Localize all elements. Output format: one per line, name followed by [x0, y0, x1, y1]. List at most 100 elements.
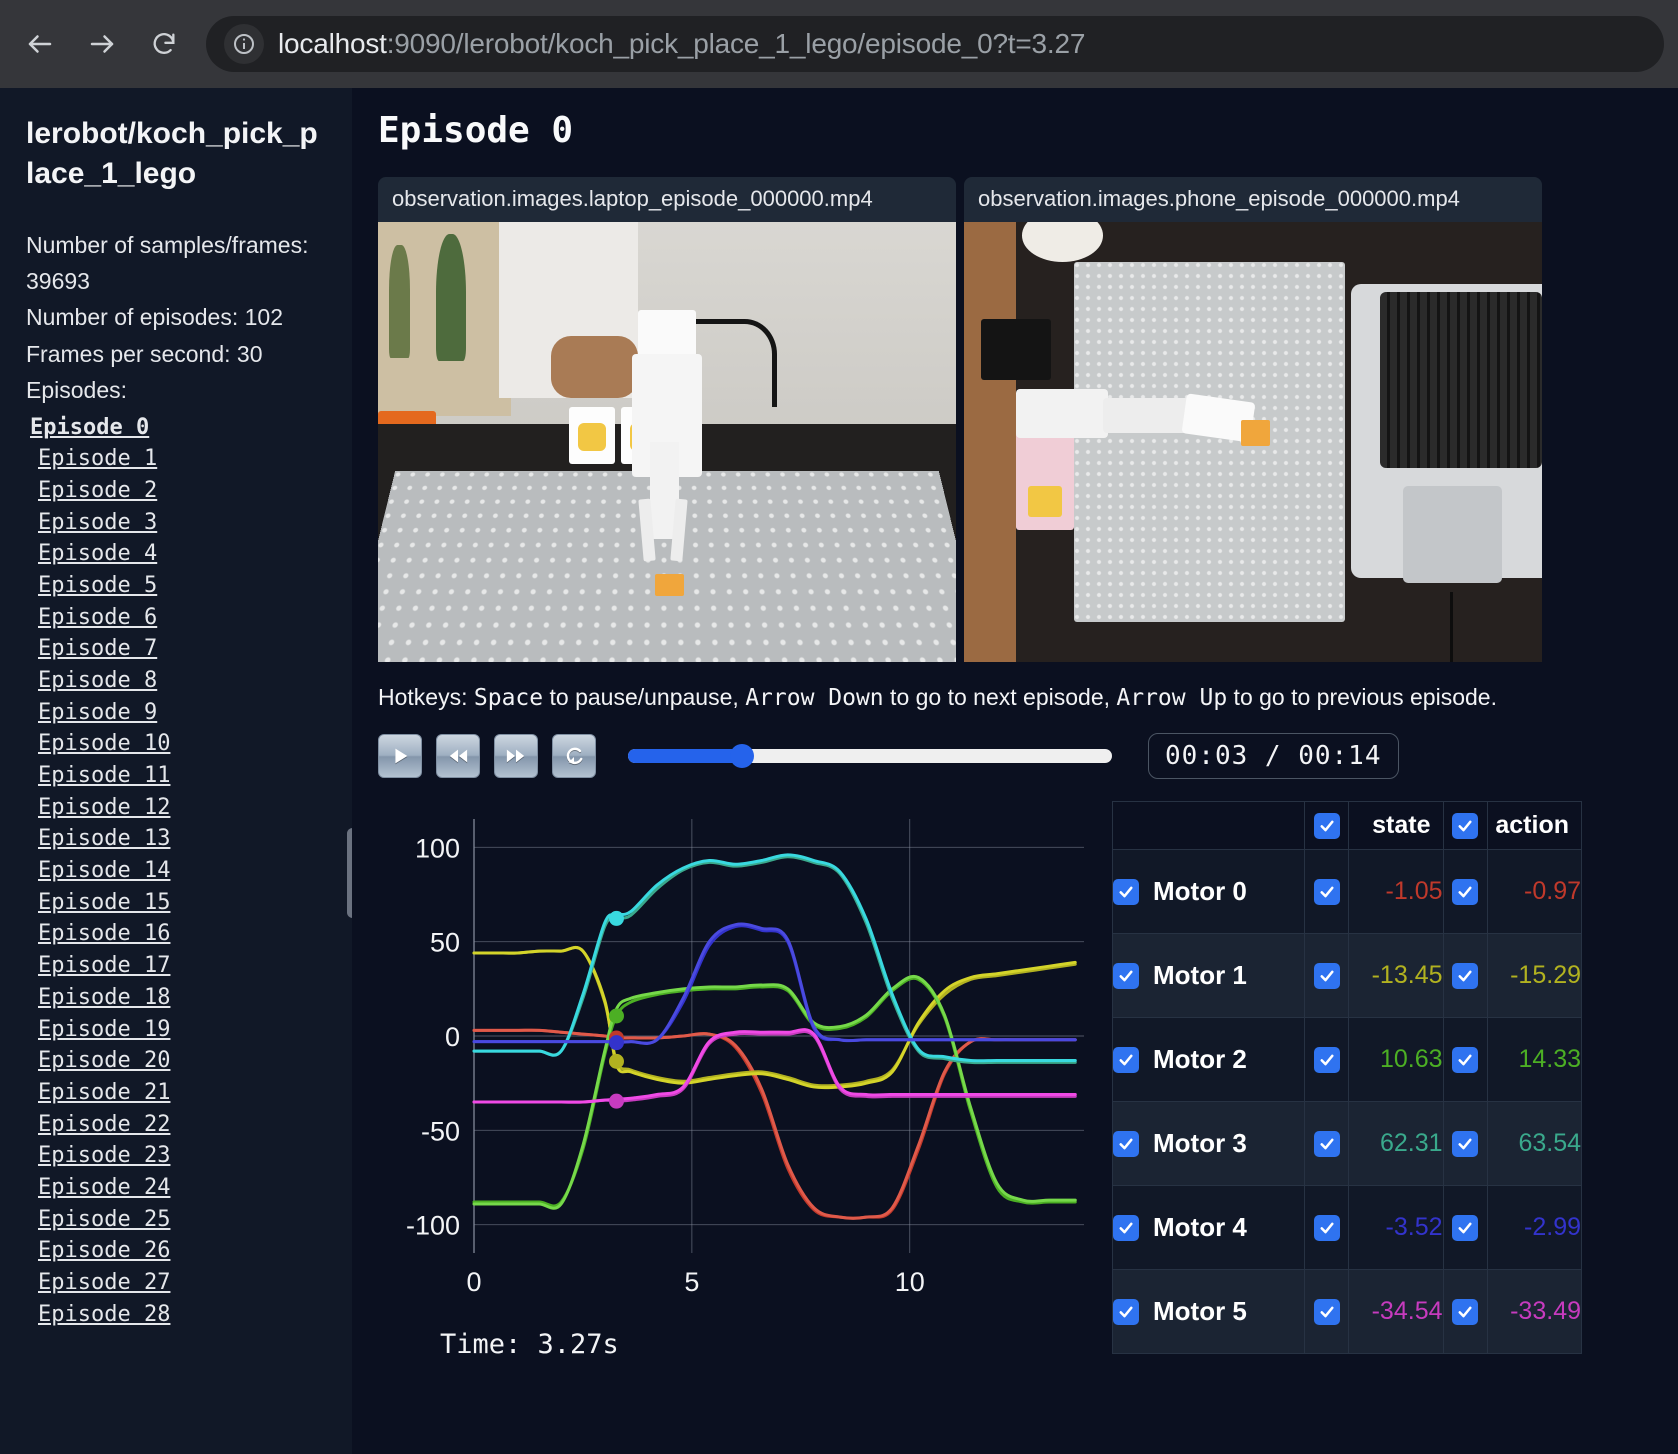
rewind-button[interactable]	[436, 734, 480, 778]
action-column-checkbox[interactable]	[1452, 813, 1478, 840]
state-value-checkbox[interactable]	[1313, 962, 1340, 989]
list-item: Episode 21	[26, 1077, 326, 1109]
state-value-checkbox[interactable]	[1313, 1298, 1340, 1325]
list-item: Episode 16	[26, 918, 326, 950]
motor-row-checkbox[interactable]	[1113, 1130, 1139, 1157]
sidebar-item-episode-20[interactable]: Episode 20	[38, 1048, 171, 1074]
sidebar-item-episode-22[interactable]: Episode 22	[38, 1111, 171, 1137]
motor-name-cell: Motor 5	[1112, 1269, 1305, 1354]
hotkeys-text-1: to pause/unpause,	[543, 684, 746, 710]
motor-name-cell: Motor 4	[1112, 1185, 1305, 1270]
motor-row-checkbox[interactable]	[1113, 1298, 1139, 1325]
sidebar-item-episode-23[interactable]: Episode 23	[38, 1143, 171, 1169]
sidebar-item-episode-4[interactable]: Episode 4	[38, 541, 158, 567]
action-value-checkbox[interactable]	[1452, 878, 1478, 905]
action-checkbox-cell	[1442, 849, 1488, 934]
sidebar-item-episode-24[interactable]: Episode 24	[38, 1174, 171, 1200]
table-row: Motor 0 -1.05 -0.97	[1112, 849, 1582, 934]
hotkey-arrow-up: Arrow Up	[1116, 685, 1228, 711]
sidebar-item-episode-6[interactable]: Episode 6	[38, 604, 158, 630]
motor-row-checkbox[interactable]	[1113, 962, 1139, 989]
seek-thumb[interactable]	[729, 744, 754, 768]
sidebar-item-episode-12[interactable]: Episode 12	[38, 794, 171, 820]
motor-name-cell: Motor 0	[1112, 849, 1305, 934]
chart-line	[472, 945, 1077, 1088]
list-item: Episode 20	[26, 1045, 326, 1077]
arrow-right-icon	[87, 29, 117, 59]
forward-button[interactable]	[76, 18, 128, 70]
sidebar-item-episode-11[interactable]: Episode 11	[38, 763, 171, 789]
hotkeys-text-2: to go to next episode,	[883, 684, 1117, 710]
sidebar-item-episode-28[interactable]: Episode 28	[38, 1301, 171, 1327]
seek-track[interactable]	[628, 744, 1112, 768]
list-item: Episode 9	[26, 697, 326, 729]
state-value-checkbox[interactable]	[1313, 1046, 1340, 1073]
action-value-checkbox[interactable]	[1452, 962, 1478, 989]
y-axis-tick-label: 100	[415, 833, 460, 863]
sidebar-item-episode-3[interactable]: Episode 3	[38, 509, 158, 535]
sidebar-item-episode-27[interactable]: Episode 27	[38, 1269, 171, 1295]
sidebar-item-episode-14[interactable]: Episode 14	[38, 858, 171, 884]
header-action-checkbox-cell	[1442, 801, 1488, 850]
sidebar-item-episode-9[interactable]: Episode 9	[38, 699, 158, 725]
sidebar-item-episode-13[interactable]: Episode 13	[38, 826, 171, 852]
sidebar-item-episode-10[interactable]: Episode 10	[38, 731, 171, 757]
sidebar-item-episode-18[interactable]: Episode 18	[38, 984, 171, 1010]
sidebar-item-episode-21[interactable]: Episode 21	[38, 1079, 171, 1105]
video-grid: observation.images.laptop_episode_000000…	[378, 177, 1678, 662]
seek-bar[interactable]	[628, 744, 1112, 768]
sidebar-item-episode-8[interactable]: Episode 8	[38, 668, 158, 694]
site-info-icon[interactable]	[224, 24, 264, 64]
motor-row-checkbox[interactable]	[1113, 878, 1139, 905]
sidebar-item-episode-15[interactable]: Episode 15	[38, 889, 171, 915]
sidebar-item-episode-17[interactable]: Episode 17	[38, 953, 171, 979]
chart-line	[472, 976, 1077, 1208]
num-episodes-label: Number of episodes: 102	[26, 304, 283, 331]
action-value: 63.54	[1486, 1101, 1582, 1186]
state-value-checkbox[interactable]	[1313, 878, 1340, 905]
table-header-row: state action	[1112, 801, 1582, 850]
episode-list: Episode 0 Episode 1 Episode 2 Episode 3 Epis…	[26, 412, 326, 1330]
sidebar-item-episode-1[interactable]: Episode 1	[38, 446, 158, 472]
action-value: 14.33	[1486, 1017, 1582, 1102]
sidebar-item-episode-19[interactable]: Episode 19	[38, 1016, 171, 1042]
motor-timeseries-chart[interactable]: -100 -50 0 50 100 0 5 10	[378, 801, 1090, 1311]
action-value-checkbox[interactable]	[1452, 1298, 1478, 1325]
state-value-checkbox[interactable]	[1313, 1130, 1340, 1157]
reload-button[interactable]	[138, 18, 190, 70]
state-column-checkbox[interactable]	[1313, 813, 1340, 840]
back-button[interactable]	[14, 18, 66, 70]
action-value-checkbox[interactable]	[1452, 1214, 1478, 1241]
sidebar-item-episode-26[interactable]: Episode 26	[38, 1238, 171, 1264]
sidebar-item-episode-2[interactable]: Episode 2	[38, 478, 158, 504]
chart-line	[472, 1028, 1077, 1104]
header-motor-column	[1112, 801, 1305, 850]
sidebar-item-episode-0[interactable]: Episode 0	[30, 414, 150, 440]
phone-scene-keyboard	[1380, 292, 1542, 469]
action-value-checkbox[interactable]	[1452, 1046, 1478, 1073]
sidebar-item-episode-7[interactable]: Episode 7	[38, 636, 158, 662]
sidebar-item-episode-16[interactable]: Episode 16	[38, 921, 171, 947]
y-axis-tick-label: 50	[430, 928, 460, 958]
loop-button[interactable]	[552, 734, 596, 778]
play-button[interactable]	[378, 734, 422, 778]
sidebar-item-episode-5[interactable]: Episode 5	[38, 573, 158, 599]
motor-row-checkbox[interactable]	[1113, 1214, 1139, 1241]
state-value-checkbox[interactable]	[1313, 1214, 1340, 1241]
laptop-scene-poster	[378, 222, 511, 416]
video-player-laptop[interactable]	[378, 222, 956, 662]
action-value-checkbox[interactable]	[1452, 1130, 1478, 1157]
table-row: Motor 3 62.31 63.54	[1112, 1101, 1582, 1186]
sidebar-resize-handle[interactable]	[347, 828, 352, 918]
motor-values-table: state action Motor 0 -1.05 -0.97 Motor 1 -13…	[1112, 801, 1582, 1354]
fast-forward-button[interactable]	[494, 734, 538, 778]
motor-row-checkbox[interactable]	[1113, 1046, 1139, 1073]
video-card-phone: observation.images.phone_episode_000000.…	[964, 177, 1542, 662]
motor-name-cell: Motor 3	[1112, 1101, 1305, 1186]
sidebar-item-episode-25[interactable]: Episode 25	[38, 1206, 171, 1232]
action-value: -0.97	[1486, 849, 1582, 934]
action-checkbox-cell	[1442, 933, 1488, 1018]
video-player-phone[interactable]	[964, 222, 1542, 662]
smiley-icon	[1027, 486, 1063, 517]
address-bar[interactable]: localhost:9090/lerobot/koch_pick_place_1…	[206, 16, 1664, 72]
